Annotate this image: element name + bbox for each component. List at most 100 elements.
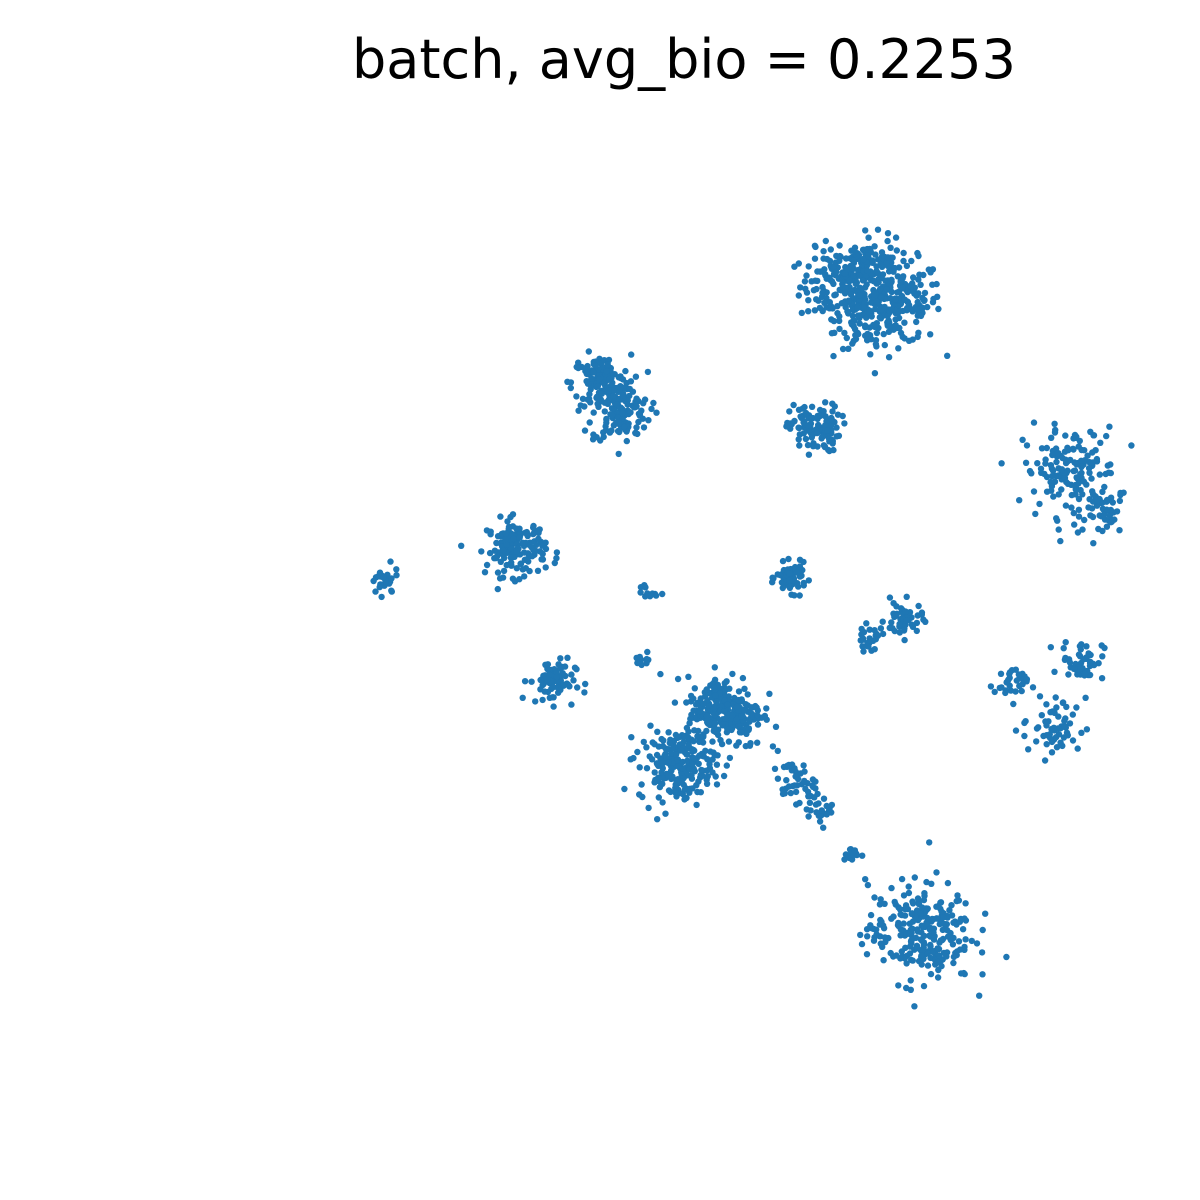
scatter-point — [920, 982, 928, 990]
scatter-point — [937, 937, 945, 944]
scatter-point — [805, 263, 812, 270]
scatter-point — [802, 435, 810, 443]
scatter-point — [901, 636, 908, 644]
scatter-point — [877, 261, 884, 268]
scatter-point — [660, 737, 667, 744]
scatter-point — [892, 296, 899, 303]
scatter-point — [659, 590, 666, 598]
scatter-point — [645, 417, 652, 424]
scatter-point — [621, 423, 628, 431]
scatter-point — [654, 760, 662, 767]
scatter-point — [905, 889, 913, 897]
scatter-point — [793, 569, 801, 576]
scatter-point — [698, 766, 705, 774]
scatter-point — [1059, 699, 1067, 706]
scatter-point — [686, 766, 694, 773]
scatter-point — [766, 690, 773, 697]
scatter-point — [860, 648, 867, 655]
scatter-point — [1048, 487, 1055, 494]
scatter-point — [863, 620, 870, 627]
scatter-point — [709, 738, 716, 745]
scatter-point — [704, 773, 711, 780]
scatter-point — [643, 744, 650, 751]
scatter-point — [378, 593, 385, 601]
scatter-point — [553, 555, 560, 562]
scatter-point — [494, 585, 501, 593]
scatter-point — [1043, 444, 1051, 452]
scatter-point — [856, 292, 863, 299]
scatter-point — [1065, 656, 1073, 663]
scatter-point — [833, 424, 840, 431]
scatter-point — [866, 626, 873, 633]
scatter-point — [665, 729, 672, 736]
scatter-point — [497, 513, 504, 520]
scatter-point — [944, 352, 951, 359]
scatter-point — [1004, 677, 1011, 685]
scatter-point — [866, 635, 873, 642]
scatter-point — [830, 446, 837, 454]
scatter-point — [610, 387, 617, 394]
scatter-point — [836, 325, 843, 333]
scatter-point — [643, 660, 650, 667]
scatter-point — [897, 955, 904, 962]
scatter-point — [1063, 478, 1070, 486]
scatter-point — [803, 806, 810, 813]
scatter-point — [502, 536, 509, 543]
scatter-point — [1067, 456, 1074, 464]
scatter-point — [918, 937, 926, 944]
scatter-point — [795, 292, 802, 299]
scatter-point — [879, 618, 886, 625]
scatter-point — [790, 401, 797, 409]
scatter-point — [1029, 684, 1037, 691]
scatter-point — [376, 583, 383, 591]
scatter-point — [870, 937, 878, 944]
scatter-point — [1087, 512, 1094, 519]
scatter-point — [780, 763, 788, 771]
scatter-point — [871, 370, 879, 377]
scatter-point — [748, 711, 755, 718]
scatter-point — [483, 561, 491, 569]
scatter-point — [634, 748, 641, 756]
scatter-point — [695, 727, 702, 735]
scatter-point — [641, 396, 649, 403]
scatter-point — [627, 378, 635, 385]
scatter-point — [553, 673, 560, 681]
scatter-point — [871, 894, 878, 901]
scatter-point — [796, 799, 803, 807]
scatter-point — [851, 847, 859, 854]
scatter-point — [862, 227, 869, 234]
scatter-point — [798, 414, 805, 421]
scatter-point — [1019, 436, 1026, 443]
scatter-point — [673, 751, 680, 758]
scatter-point — [937, 899, 944, 906]
scatter-point — [697, 733, 704, 741]
scatter-point — [823, 811, 830, 818]
scatter-point — [605, 387, 612, 394]
scatter-point — [908, 621, 916, 628]
scatter-point — [938, 908, 945, 915]
scatter-point — [550, 703, 557, 710]
scatter-point — [788, 761, 796, 768]
scatter-point — [804, 422, 812, 429]
scatter-point — [890, 600, 897, 607]
scatter-point — [1075, 506, 1083, 513]
scatter-point — [613, 401, 621, 408]
scatter-point — [921, 932, 928, 940]
scatter-point — [1075, 513, 1083, 520]
scatter-point — [719, 721, 726, 728]
scatter-point — [821, 443, 829, 451]
scatter-point — [1078, 729, 1085, 736]
scatter-point — [581, 427, 589, 434]
scatter-point — [640, 738, 647, 746]
scatter-point — [761, 712, 769, 720]
scatter-point — [816, 268, 824, 275]
scatter-point — [615, 420, 622, 427]
scatter-point — [665, 759, 672, 766]
scatter-point — [1043, 701, 1050, 708]
scatter-point — [902, 608, 909, 615]
scatter-point — [648, 591, 655, 598]
scatter-point — [987, 683, 995, 690]
scatter-point — [950, 953, 958, 961]
scatter-point — [943, 921, 950, 928]
